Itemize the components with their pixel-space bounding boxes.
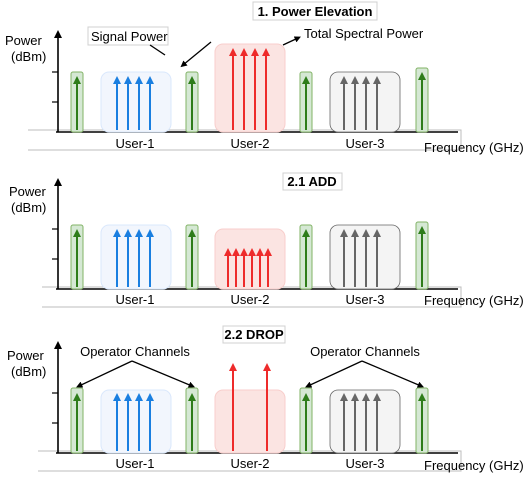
signal-power-label: Signal Power: [91, 29, 168, 44]
operator-pointer: [361, 360, 424, 388]
panel-add: 2.1 ADD Power (dBm) User-1 U: [9, 172, 524, 308]
operator-pointer: [76, 360, 133, 388]
panel-title-box: [252, 1, 378, 21]
user1-label: User-1: [115, 456, 154, 471]
panel-title-box: [222, 325, 286, 344]
y-axis-label: Power: [7, 348, 45, 363]
user1-band: [100, 389, 172, 454]
user2-label: User-2: [230, 456, 269, 471]
user1-band: [100, 224, 172, 290]
user2-label: User-2: [230, 292, 269, 307]
user2-band: [214, 43, 286, 133]
user3-label: User-3: [345, 292, 384, 307]
y-axis-unit-label: (dBm): [11, 364, 46, 379]
user3-label: User-3: [345, 136, 384, 151]
y-axis-label: Power: [9, 184, 47, 199]
user3-label: User-3: [345, 456, 384, 471]
user2-band: [214, 389, 286, 454]
operator-pointer: [305, 360, 363, 388]
panel-title: 2.1 ADD: [287, 174, 336, 189]
panel-title-box: [282, 172, 343, 191]
panel-title: 1. Power Elevation: [258, 4, 373, 19]
user1-label: User-1: [115, 136, 154, 151]
x-axis-label: Frequency (GHz): [424, 293, 524, 308]
total-spectral-power-label: Total Spectral Power: [304, 26, 424, 41]
y-axis-unit-label: (dBm): [11, 200, 46, 215]
y-axis-unit-label: (dBm): [11, 49, 46, 64]
panel-drop: 2.2 DROP Power (dBm) Operator Channels O…: [7, 325, 524, 473]
user2-label: User-2: [230, 136, 269, 151]
power-elevation-arrow: [180, 41, 212, 68]
total-spectral-power-pointer: [282, 36, 301, 46]
signal-power-pointer: [149, 44, 166, 56]
y-axis-label: Power: [5, 33, 43, 48]
x-axis-label: Frequency (GHz): [424, 458, 524, 473]
signal-power-box: [87, 26, 169, 46]
operator-pointer: [131, 360, 195, 388]
operator-channels-label-left: Operator Channels: [80, 344, 190, 359]
x-axis-label: Frequency (GHz): [424, 140, 524, 155]
user1-band: [100, 71, 172, 133]
operator-channels-label-right: Operator Channels: [310, 344, 420, 359]
panel-title: 2.2 DROP: [224, 327, 284, 342]
user2-band: [214, 228, 286, 290]
user1-label: User-1: [115, 292, 154, 307]
panel-power-elevation: 1. Power Elevation Power (dBm) Signal Po…: [5, 1, 524, 155]
